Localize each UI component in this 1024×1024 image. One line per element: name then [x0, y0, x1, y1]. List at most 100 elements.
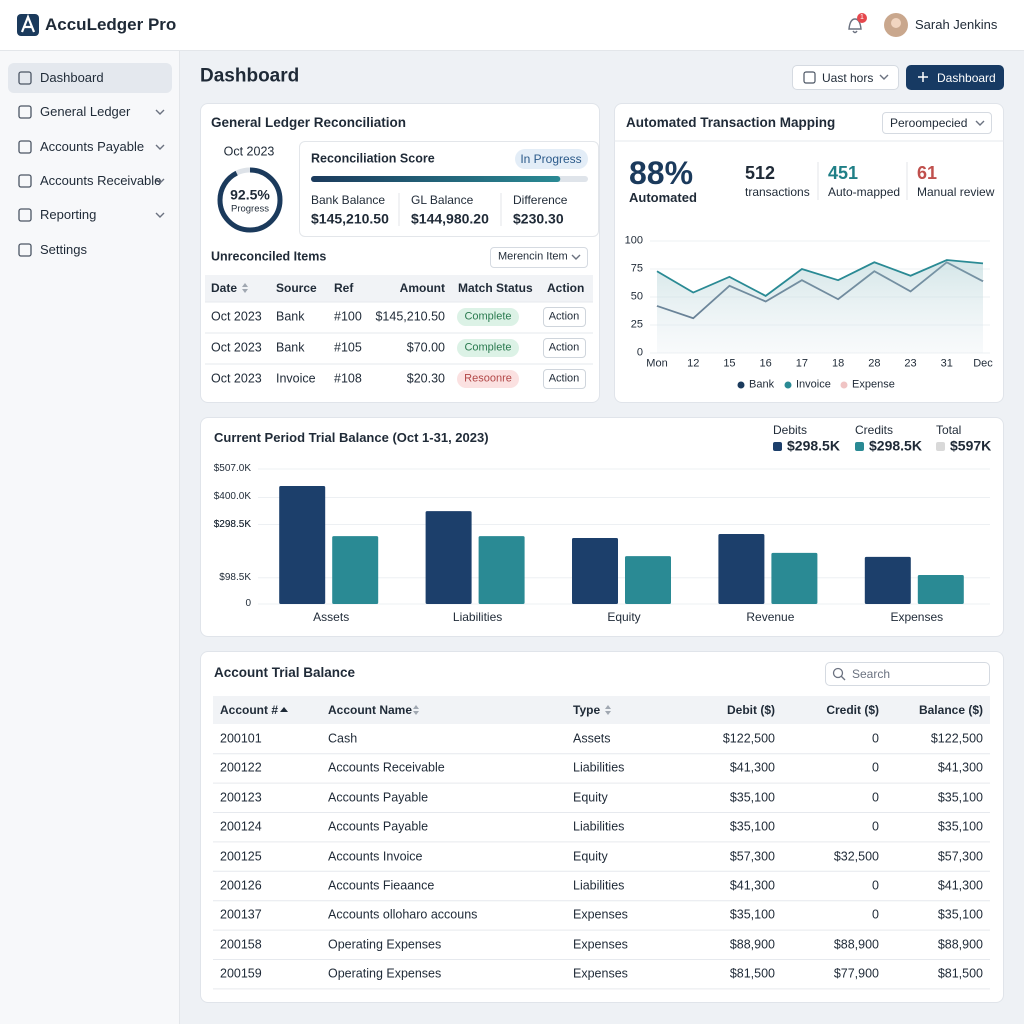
legend-swatch — [773, 442, 782, 451]
column-header: Date — [211, 280, 238, 295]
score-bar — [311, 176, 561, 182]
x-tick-label: 15 — [723, 357, 736, 370]
automated-label: Automated — [629, 190, 697, 206]
x-tick-label: 12 — [687, 357, 700, 370]
action-button[interactable] — [543, 307, 586, 327]
bar — [864, 556, 911, 604]
sort-icon — [280, 707, 288, 712]
nav-label[interactable]: Settings — [40, 242, 87, 258]
status-pill — [457, 339, 519, 357]
search-icon-handle — [840, 675, 846, 681]
dropdown-label[interactable]: Merencin Item — [498, 250, 568, 263]
table-cell: Accounts Fieaance — [328, 878, 435, 893]
x-tick-label: 18 — [831, 357, 845, 370]
table-cell: $77,900 — [833, 966, 879, 981]
y-tick-label: $507.0K — [213, 463, 251, 474]
column-header: Account Name — [328, 702, 413, 717]
action-button-label[interactable]: Action — [548, 310, 580, 323]
table-cell: 200126 — [220, 878, 262, 893]
table-cell: Accounts olloharo accouns — [328, 907, 478, 922]
chevron-icon — [155, 178, 165, 184]
chevron-icon — [879, 74, 889, 80]
action-button-label[interactable]: Action — [548, 341, 580, 354]
action-button[interactable] — [543, 369, 586, 389]
status-badge-label: In Progress — [520, 151, 582, 166]
nav-item[interactable] — [8, 63, 172, 93]
table-cell: $57,300 — [729, 849, 775, 864]
nav-label[interactable]: Accounts Payable — [40, 139, 145, 155]
date-filter-button[interactable] — [792, 65, 899, 90]
notification-count: 1 — [860, 13, 864, 21]
sort-icon — [413, 705, 419, 715]
legend-swatch — [936, 442, 945, 451]
series-total: $298.5K — [869, 437, 922, 454]
table-cell: Liabilities — [573, 760, 625, 775]
table-cell: #100 — [334, 309, 362, 324]
primary-button-label[interactable]: Dashboard — [937, 70, 996, 85]
x-tick-label: 28 — [868, 357, 881, 370]
table-cell: Equity — [573, 790, 608, 805]
balance-value: $145,210.50 — [311, 210, 389, 227]
table-cell: $81,500 — [937, 966, 983, 981]
search-input[interactable] — [825, 662, 990, 686]
nav-label[interactable]: Dashboard — [40, 70, 104, 86]
table-cell: Invoice — [276, 371, 316, 386]
x-tick-label: Equity — [607, 609, 641, 624]
nav-icon — [18, 243, 32, 257]
automated-percent: 88% — [629, 154, 694, 191]
table-cell: $122,500 — [930, 731, 983, 746]
table-cell: $57,300 — [937, 849, 983, 864]
period-label: Oct 2023 — [223, 144, 275, 159]
column-header: Ref — [334, 280, 354, 295]
nav-label[interactable]: Reporting — [40, 207, 97, 223]
table-cell: $122,500 — [722, 731, 775, 746]
legend-swatch — [840, 381, 848, 389]
status-pill — [457, 370, 519, 388]
table-cell: $88,900 — [729, 937, 775, 952]
progress-caption: Progress — [230, 203, 270, 215]
legend-swatch — [855, 442, 864, 451]
table-cell: Liabilities — [573, 878, 625, 893]
table-cell: Accounts Payable — [328, 790, 429, 805]
nav-label[interactable]: Accounts Receivable — [40, 173, 162, 189]
action-button-label[interactable]: Action — [548, 372, 580, 385]
chevron-icon — [155, 109, 165, 115]
table-cell: 0 — [872, 878, 879, 893]
status-badge — [515, 149, 588, 169]
y-tick-label: $400.0K — [213, 491, 251, 503]
progress-value: 92.5% — [230, 186, 270, 203]
y-tick-label: 50 — [630, 290, 643, 303]
status-pill-label: Complete — [464, 341, 512, 354]
y-tick-label: $298.5K — [213, 518, 251, 530]
table-cell: 0 — [872, 907, 879, 922]
series-line — [656, 259, 984, 297]
y-tick-label: $98.5K — [219, 571, 251, 583]
table-cell: Bank — [276, 309, 305, 324]
x-tick-label: Dec — [973, 357, 993, 370]
chart-title: Current Period Trial Balance (Oct 1-31, … — [214, 430, 489, 446]
stat-label: transactions — [745, 184, 810, 199]
x-tick-label: 31 — [940, 357, 953, 370]
search-icon — [832, 667, 844, 679]
table-cell: Oct 2023 — [211, 371, 262, 386]
app-name: AccuLedger Pro — [45, 14, 177, 34]
search-placeholder[interactable]: Search — [852, 666, 891, 681]
item-filter-dropdown[interactable] — [490, 247, 588, 268]
table-cell: Assets — [573, 731, 611, 746]
mapping-filter-dropdown[interactable] — [882, 112, 992, 134]
action-button[interactable] — [543, 338, 586, 358]
dropdown-label[interactable]: Peroompecied — [890, 115, 968, 130]
nav-label[interactable]: General Ledger — [40, 104, 131, 120]
table-cell: 200123 — [220, 790, 262, 805]
x-tick-label: Assets — [313, 609, 350, 624]
column-header: Action — [547, 280, 585, 295]
legend-swatch — [737, 381, 745, 389]
legend-label: Total — [936, 422, 962, 437]
x-tick-label: Revenue — [746, 609, 795, 624]
table-cell: $20.30 — [406, 371, 445, 386]
date-filter-label[interactable]: Uast hors — [822, 70, 874, 85]
notification-badge — [857, 13, 867, 23]
bar — [478, 536, 525, 604]
table-cell: $32,500 — [833, 849, 879, 864]
